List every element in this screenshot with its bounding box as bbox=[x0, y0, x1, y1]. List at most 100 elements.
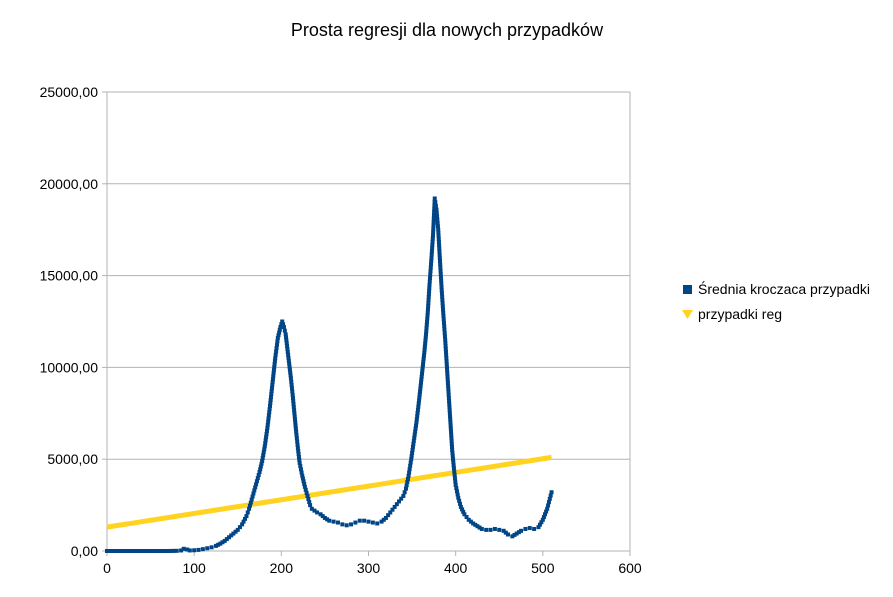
data-point bbox=[413, 426, 418, 431]
data-point bbox=[292, 414, 297, 419]
data-point bbox=[408, 460, 413, 465]
data-point bbox=[392, 504, 397, 509]
data-point bbox=[431, 233, 436, 238]
data-point bbox=[442, 331, 447, 336]
data-point bbox=[445, 377, 450, 382]
data-point bbox=[272, 362, 277, 367]
data-point bbox=[449, 441, 454, 446]
data-point bbox=[283, 332, 288, 337]
data-point bbox=[275, 336, 280, 341]
data-point bbox=[425, 310, 430, 315]
data-point bbox=[410, 444, 415, 449]
data-point bbox=[264, 429, 269, 434]
data-point bbox=[523, 526, 528, 531]
data-point bbox=[322, 515, 327, 520]
data-point bbox=[271, 371, 276, 376]
data-point bbox=[268, 397, 273, 402]
data-point bbox=[516, 530, 521, 535]
data-point bbox=[128, 549, 133, 553]
y-axis-ticks: 0,00 5000,00 10000,00 15000,00 20000,00 25000… bbox=[40, 84, 99, 559]
data-point bbox=[446, 389, 451, 394]
data-point bbox=[274, 349, 279, 354]
data-point bbox=[131, 549, 136, 553]
data-point bbox=[445, 371, 450, 376]
data-point bbox=[247, 506, 252, 511]
data-point bbox=[265, 422, 270, 427]
data-point bbox=[278, 325, 283, 330]
data-point bbox=[417, 395, 422, 400]
y-tick-label: 15000,00 bbox=[40, 268, 99, 284]
data-point bbox=[151, 549, 156, 553]
data-point bbox=[422, 344, 427, 349]
data-point bbox=[254, 482, 259, 487]
y-tick-label: 5000,00 bbox=[47, 451, 98, 467]
data-point bbox=[136, 549, 141, 553]
data-point bbox=[429, 249, 434, 254]
data-point bbox=[285, 349, 290, 354]
data-point bbox=[304, 490, 309, 495]
data-point bbox=[435, 217, 440, 222]
data-point bbox=[425, 319, 430, 324]
data-point bbox=[436, 230, 441, 235]
data-point bbox=[453, 479, 458, 484]
data-point bbox=[510, 534, 515, 539]
data-point bbox=[325, 517, 330, 522]
data-point bbox=[431, 223, 436, 228]
data-point bbox=[229, 533, 234, 538]
data-point bbox=[163, 549, 168, 553]
data-point bbox=[294, 432, 299, 437]
data-point bbox=[413, 429, 418, 434]
data-point bbox=[277, 330, 282, 335]
data-point bbox=[415, 411, 420, 416]
data-point bbox=[262, 444, 267, 449]
data-point bbox=[293, 423, 298, 428]
data-point bbox=[426, 298, 431, 303]
data-point bbox=[539, 520, 544, 525]
data-point bbox=[449, 444, 454, 449]
data-point bbox=[299, 470, 304, 475]
data-point bbox=[447, 405, 452, 410]
data-point bbox=[227, 535, 232, 540]
data-point bbox=[362, 518, 367, 523]
data-point bbox=[274, 346, 279, 351]
x-tick-label: 500 bbox=[531, 560, 555, 576]
data-point bbox=[431, 213, 436, 218]
data-point bbox=[296, 452, 301, 457]
data-point bbox=[443, 350, 448, 355]
data-point bbox=[331, 519, 336, 524]
data-point bbox=[425, 307, 430, 312]
data-point bbox=[432, 196, 437, 201]
data-point bbox=[168, 548, 173, 553]
data-point bbox=[427, 282, 432, 287]
data-point bbox=[437, 246, 442, 251]
data-point bbox=[452, 472, 457, 477]
data-point bbox=[237, 525, 242, 530]
data-point bbox=[264, 432, 269, 437]
data-point bbox=[419, 371, 424, 376]
data-point bbox=[423, 341, 428, 346]
data-point bbox=[426, 291, 431, 296]
data-point bbox=[272, 365, 277, 370]
data-point bbox=[437, 255, 442, 260]
data-point bbox=[297, 460, 302, 465]
data-point bbox=[543, 512, 548, 517]
data-point bbox=[235, 527, 240, 532]
data-point bbox=[266, 413, 271, 418]
data-point bbox=[220, 540, 225, 545]
data-point bbox=[424, 329, 429, 334]
data-point bbox=[439, 285, 444, 290]
data-point bbox=[462, 512, 467, 517]
data-point bbox=[401, 493, 406, 498]
data-point bbox=[456, 495, 461, 500]
data-point bbox=[270, 383, 275, 388]
data-point bbox=[404, 483, 409, 488]
data-point bbox=[273, 356, 278, 361]
data-point bbox=[402, 490, 407, 495]
data-point bbox=[451, 463, 456, 468]
data-point bbox=[440, 297, 445, 302]
data-point bbox=[296, 454, 301, 459]
data-point bbox=[418, 389, 423, 394]
data-point bbox=[425, 316, 430, 321]
data-point bbox=[430, 242, 435, 247]
